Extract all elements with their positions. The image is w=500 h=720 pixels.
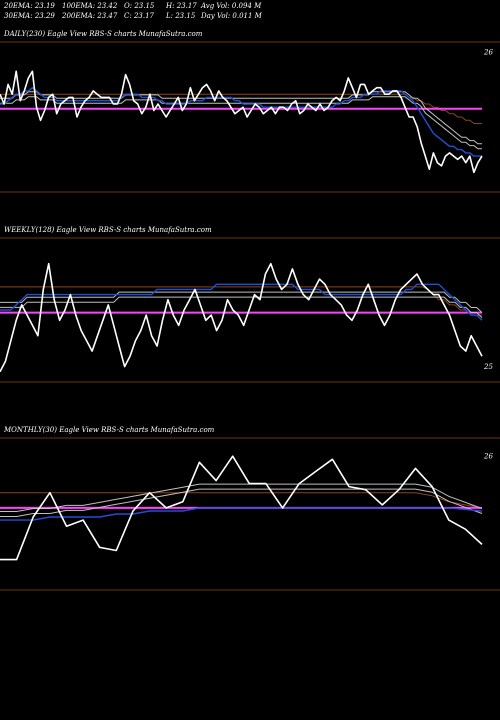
ema30-label: 30EMA: 23.29 [4,12,55,20]
ema-long-line [0,286,482,316]
ema-slow-band-lower [0,488,483,517]
monthly-chart: 26 [0,437,500,591]
daily-chart: 26 [0,41,500,193]
y-tick-label: 25 [483,363,493,371]
ema100-label: 100EMA: 23.42 [62,2,118,10]
weekly-chart-title: WEEKLY(128) Eagle View RBS-S charts Muna… [4,226,212,234]
ema-slow-band-upper [0,291,483,313]
avg-vol-label: Avg Vol: 0.094 M [201,2,262,10]
ema-slow-band-lower [0,296,483,318]
ema20-label: 20EMA: 23.19 [4,2,55,10]
day-vol-label: Day Vol: 0.011 M [201,12,262,20]
y-tick-label: 26 [483,48,493,56]
ema-fast-line [0,86,482,157]
ema-slow-band-upper [0,483,483,512]
price-line [0,455,483,561]
ema-fast-line [0,507,483,521]
low-label: L: 23.15 [166,12,196,20]
price-line [0,262,483,373]
open-label: O: 23.15 [124,2,155,10]
ema-fast-line [0,283,483,321]
close-label: C: 23.17 [124,12,154,20]
monthly-chart-title: MONTHLY(30) Eagle View RBS-S charts Muna… [4,426,215,434]
y-tick-label: 26 [483,453,493,461]
high-label: H: 23.17 [166,2,197,10]
price-line [0,70,483,174]
daily-chart-title: DAILY(230) Eagle View RBS-S charts Munaf… [4,30,203,38]
ema-long-line [0,492,483,509]
ema-long-line [0,93,482,124]
weekly-chart: 25 [0,237,500,383]
ema200-label: 200EMA: 23.47 [62,12,118,20]
ema-slow-band-lower [0,96,482,150]
